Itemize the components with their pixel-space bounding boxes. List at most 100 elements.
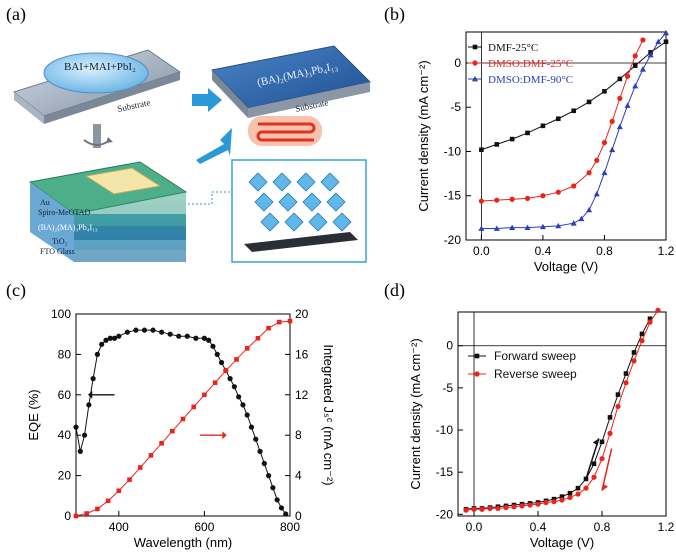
data-point <box>159 440 164 446</box>
data-point <box>602 89 607 94</box>
eqe-arrowhead-icon <box>87 390 93 399</box>
data-point <box>218 359 225 366</box>
data-point <box>127 477 132 482</box>
x-axis-label: Wavelength (nm) <box>134 535 233 550</box>
data-point <box>193 335 199 341</box>
data-point <box>257 448 263 454</box>
data-point <box>567 494 573 501</box>
data-point <box>599 439 605 445</box>
data-point <box>133 327 139 333</box>
data-point <box>540 123 546 129</box>
data-point <box>647 316 653 322</box>
data-point <box>655 38 662 45</box>
data-point <box>586 170 592 176</box>
x-tick-label: 0.8 <box>594 520 611 534</box>
data-point <box>231 384 237 390</box>
data-point <box>255 335 261 341</box>
data-point <box>567 490 573 496</box>
panel-label-c: (c) <box>6 280 26 301</box>
substrate-label: Substrate <box>116 97 151 114</box>
data-point <box>571 183 577 189</box>
data-point <box>116 333 122 339</box>
y-tick-label: 100 <box>51 307 71 321</box>
au-electrode <box>84 167 162 195</box>
data-point <box>624 73 631 79</box>
data-point <box>99 341 105 347</box>
data-point <box>148 453 154 458</box>
data-point <box>509 196 515 202</box>
octahedron <box>326 192 346 212</box>
data-point <box>503 504 509 511</box>
data-point <box>594 157 600 163</box>
data-point <box>494 142 500 147</box>
data-point <box>77 448 83 454</box>
data-point <box>655 307 661 313</box>
legend-label: DMF-25°C <box>488 42 538 54</box>
y-tick-label: 0 <box>64 509 71 523</box>
data-point <box>84 511 89 516</box>
legend-label: Forward sweep <box>494 349 576 363</box>
octahedron <box>260 212 280 232</box>
reverse-sweep-arrow <box>601 448 613 491</box>
x-tick-label: 0.0 <box>473 244 490 258</box>
data-point <box>639 338 645 344</box>
data-point <box>631 350 637 355</box>
data-point <box>632 63 638 68</box>
panel-label-a: (a) <box>6 4 26 25</box>
y-tick-label: -5 <box>442 381 453 395</box>
data-point <box>266 325 271 331</box>
data-point <box>578 215 585 222</box>
data-point <box>478 225 485 231</box>
data-point <box>227 376 233 382</box>
y-axis-label: Current density (mA cm⁻²) <box>416 60 431 211</box>
legend-marker <box>472 44 478 50</box>
data-point <box>471 506 477 512</box>
data-point <box>261 460 267 467</box>
data-point <box>609 146 616 153</box>
data-point <box>274 497 280 503</box>
y-tick-label: -10 <box>436 423 454 437</box>
y-tick-label: -20 <box>436 507 454 521</box>
octahedron <box>296 172 316 192</box>
data-point <box>647 52 654 58</box>
plot-frame <box>465 31 667 241</box>
plot-frame <box>457 311 667 517</box>
octahedron <box>278 192 298 212</box>
crystal-structure-inset <box>231 159 367 263</box>
connector-line <box>188 191 230 205</box>
data-point <box>575 491 581 497</box>
y2-tick-label: 8 <box>295 428 302 442</box>
data-point <box>253 436 259 442</box>
octahedron <box>320 172 340 192</box>
data-point <box>632 82 639 89</box>
data-point <box>623 371 629 376</box>
data-point <box>591 461 597 467</box>
data-point <box>535 501 541 507</box>
forward-sweep-arrow <box>585 438 600 480</box>
data-point <box>663 29 669 36</box>
data-point <box>509 136 515 142</box>
x-tick-label: 0.0 <box>466 520 483 534</box>
y2-tick-label: 16 <box>295 347 309 361</box>
data-point <box>234 357 239 362</box>
x-tick-label: 1.2 <box>658 520 675 534</box>
layer-tio2: TiO₂ <box>52 237 68 246</box>
data-point <box>583 476 589 482</box>
data-point <box>495 505 501 512</box>
precursor-drop <box>43 52 149 94</box>
data-point <box>509 224 516 231</box>
annealed-film: (BA)₂(MA)₃Pb₄I₁₃ Substrate <box>211 45 372 118</box>
data-point <box>244 412 250 418</box>
y-tick-label: -10 <box>444 144 462 158</box>
data-point <box>639 331 645 337</box>
y2-tick-label: 4 <box>295 469 302 483</box>
data-point <box>593 190 600 197</box>
data-point <box>478 198 484 204</box>
legend-label: DMSO:DMF-90°C <box>488 74 573 86</box>
heater-icon <box>248 116 322 146</box>
data-point <box>248 424 255 430</box>
data-point <box>607 415 613 420</box>
data-point <box>571 108 576 114</box>
y-tick-label: 40 <box>58 428 72 442</box>
jsc-arrowhead-icon <box>222 431 227 440</box>
